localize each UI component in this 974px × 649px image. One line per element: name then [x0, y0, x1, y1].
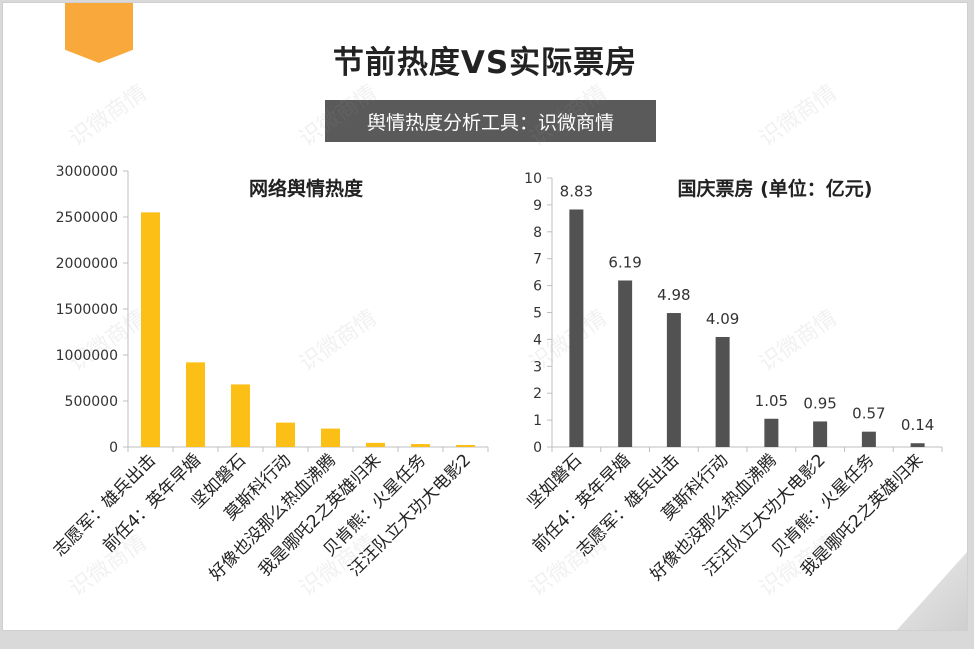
bar — [366, 442, 385, 447]
y-tick-label: 9 — [533, 198, 542, 214]
chart-title: 网络舆情热度 — [249, 177, 364, 200]
y-tick-label: 0 — [533, 440, 542, 456]
bar — [456, 444, 475, 447]
y-tick-label: 7 — [533, 252, 542, 268]
bar — [276, 422, 295, 447]
chart-title: 国庆票房 (单位：亿元) — [678, 177, 873, 200]
data-label: 0.14 — [901, 416, 934, 434]
y-tick-label: 2500000 — [56, 210, 118, 226]
data-label: 8.83 — [560, 182, 593, 200]
y-tick-label: 0 — [109, 440, 118, 456]
data-label: 0.57 — [852, 405, 885, 423]
bar — [321, 428, 340, 447]
bar — [813, 421, 828, 447]
y-tick-label: 4 — [533, 332, 542, 348]
bar — [569, 209, 584, 447]
y-tick-label: 500000 — [65, 394, 118, 410]
data-label: 1.05 — [755, 392, 788, 410]
y-tick-label: 3000000 — [56, 164, 118, 180]
chart-card: 节前热度VS实际票房 舆情热度分析工具：识微商情 识微商情 识微商情 识微商情 … — [2, 2, 968, 631]
bar — [186, 362, 205, 447]
bar — [715, 336, 730, 447]
y-tick-label: 5 — [533, 306, 542, 322]
bar — [411, 444, 430, 447]
data-label: 6.19 — [608, 253, 641, 271]
y-tick-label: 1 — [533, 413, 542, 429]
tool-subtitle: 舆情热度分析工具：识微商情 — [325, 100, 656, 142]
bar — [618, 280, 633, 447]
y-tick-label: 8 — [533, 225, 542, 241]
page-title: 节前热度VS实际票房 — [332, 45, 638, 81]
y-tick-label: 6 — [533, 279, 542, 295]
bar — [861, 431, 876, 447]
bar — [910, 443, 925, 447]
bar — [231, 384, 250, 447]
y-tick-label: 1500000 — [56, 302, 118, 318]
data-label: 4.98 — [657, 286, 690, 304]
bar — [141, 212, 160, 447]
data-label: 0.95 — [803, 394, 836, 412]
bar — [666, 313, 681, 447]
y-tick-label: 3 — [533, 359, 542, 375]
y-tick-label: 1000000 — [56, 348, 118, 364]
data-label: 4.09 — [706, 310, 739, 328]
y-tick-label: 10 — [524, 171, 542, 187]
y-tick-label: 2000000 — [56, 256, 118, 272]
bar — [764, 418, 779, 447]
y-tick-label: 2 — [533, 386, 542, 402]
corner-ribbon — [65, 3, 133, 63]
